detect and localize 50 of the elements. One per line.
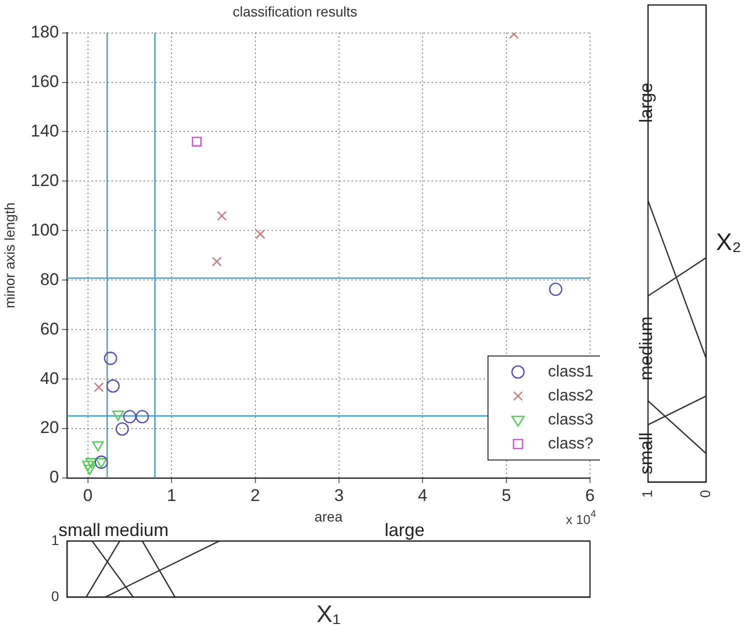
y-tick-label: 160	[30, 72, 59, 91]
x-axis-title: area	[314, 508, 343, 524]
x-tick-label: 2	[250, 486, 260, 505]
x-tick-label: 1	[166, 486, 176, 505]
point	[104, 352, 118, 365]
point	[95, 458, 108, 468]
y-tick-label: 80	[40, 270, 59, 289]
y-tick-label: 20	[40, 418, 59, 438]
y-tick-label: 1	[51, 532, 60, 548]
point	[84, 464, 96, 476]
point	[82, 460, 94, 472]
point	[116, 422, 129, 436]
point	[112, 410, 124, 421]
y-tick-label: 140	[30, 121, 59, 140]
point	[106, 379, 120, 393]
y-axis-title: X₂	[716, 229, 742, 256]
chart-title: classification results	[232, 3, 358, 20]
x-tick-label: 5	[502, 486, 512, 505]
legend-label: class2	[548, 387, 594, 404]
point	[94, 382, 104, 392]
legend-label: class?	[548, 435, 594, 452]
legend-label: class3	[548, 411, 594, 428]
series-label: medium	[104, 520, 169, 540]
y-tick-label: 40	[40, 368, 59, 388]
y-tick-label: 120	[30, 170, 59, 190]
point	[136, 410, 149, 424]
point	[94, 456, 108, 469]
x-tick-label: 0	[696, 490, 713, 498]
y-tick-label: 60	[40, 319, 59, 338]
y-tick-label: 100	[30, 220, 59, 240]
point	[212, 256, 222, 266]
series-label: large	[384, 520, 425, 540]
point	[123, 410, 136, 424]
point	[192, 136, 202, 147]
point	[255, 229, 266, 240]
legend-label: class1	[548, 363, 594, 380]
y-tick-label: 0	[51, 588, 60, 604]
x-axis-title: X₁	[316, 601, 341, 628]
y-axis-title: minor axis length	[1, 202, 18, 308]
point	[549, 282, 562, 296]
y-tick-label: 180	[30, 22, 59, 42]
point	[92, 441, 104, 452]
x-tick-label: 1	[638, 490, 655, 498]
x-tick-label: 3	[334, 486, 344, 505]
series-label: small	[58, 520, 101, 540]
point	[85, 458, 98, 468]
x-tick-label: 0	[83, 486, 93, 505]
x-tick-label: 4	[418, 486, 428, 505]
point	[216, 210, 227, 221]
x-tick-label: 6	[585, 486, 595, 505]
